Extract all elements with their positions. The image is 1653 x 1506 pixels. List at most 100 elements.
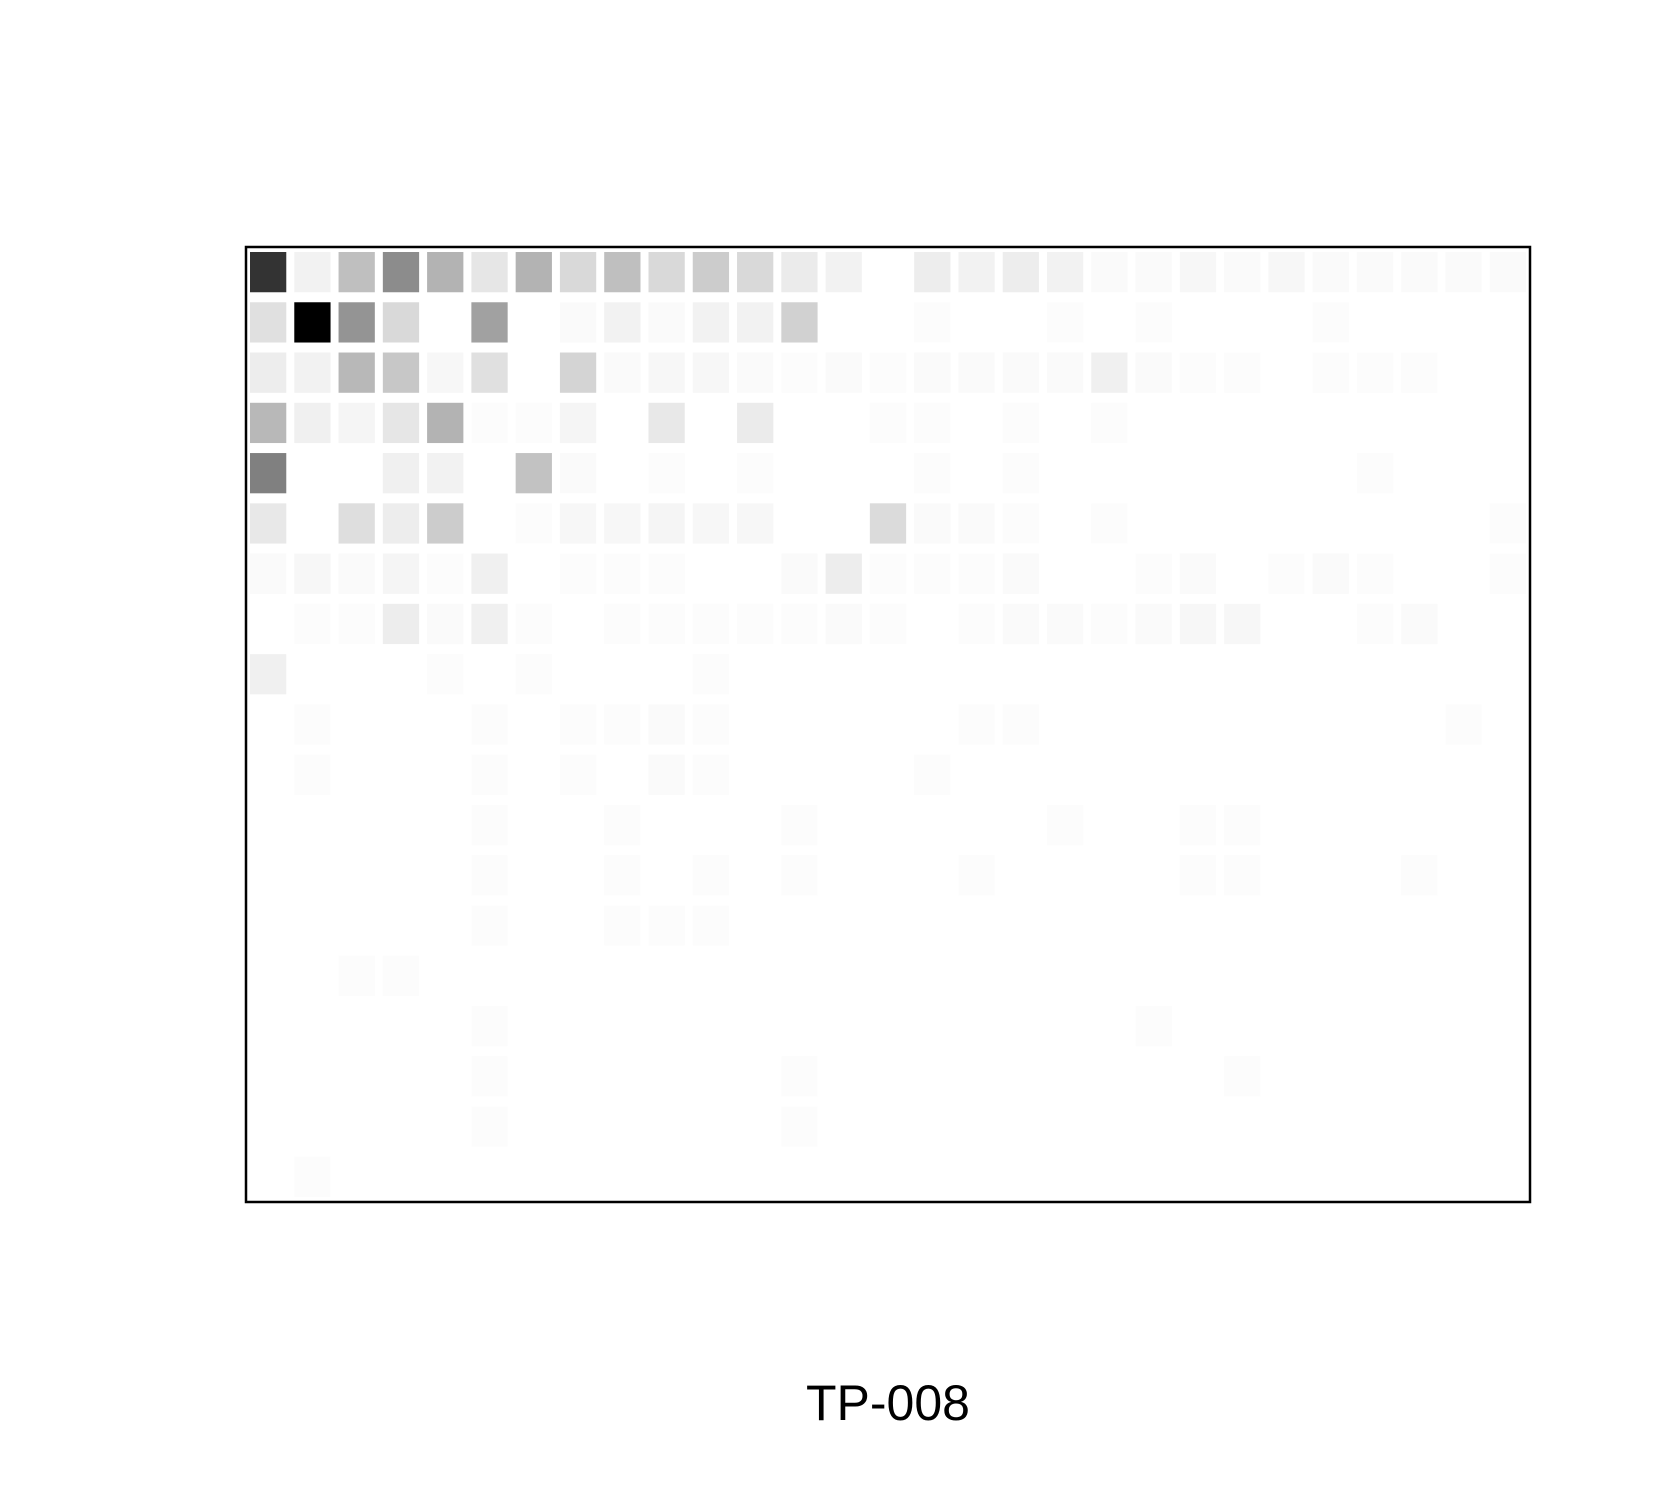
heatmap-cell-r2-c11 xyxy=(692,302,730,343)
heatmap-cell-r8-c3 xyxy=(338,603,375,645)
heatmap-cell-r8-c20 xyxy=(1091,603,1128,645)
heatmap-cell-r18-c6 xyxy=(471,1106,508,1147)
heatmap-cell-r16-c6 xyxy=(471,1005,508,1047)
heatmap-cell-r8-c21 xyxy=(1135,603,1172,645)
heatmap-cell-r2-c9 xyxy=(604,302,641,343)
heatmap-cell-r3-c17 xyxy=(958,352,995,393)
heatmap-cell-r8-c17 xyxy=(958,603,995,645)
heatmap-cell-r7-c4 xyxy=(382,553,420,594)
heatmap-cell-r3-c23 xyxy=(1224,352,1261,393)
heatmap-cell-r1-c29 xyxy=(1489,252,1526,293)
heatmap-cell-r12-c22 xyxy=(1179,804,1217,846)
heatmap-cell-r15-c3 xyxy=(338,955,375,996)
heatmap-cell-r8-c9 xyxy=(604,603,641,645)
heatmap-cell-r13-c13 xyxy=(781,855,818,896)
heatmap-cell-r13-c27 xyxy=(1401,855,1438,896)
heatmap-cell-r5-c1 xyxy=(250,453,287,494)
heatmap-cell-r1-c20 xyxy=(1091,252,1128,293)
heatmap-cell-r12-c6 xyxy=(471,804,508,846)
heatmap-cell-r6-c7 xyxy=(515,503,552,544)
heatmap-cell-r7-c5 xyxy=(427,553,464,594)
heatmap-cell-r7-c14 xyxy=(825,553,862,594)
heatmap-cell-r11-c8 xyxy=(559,754,597,795)
heatmap-cell-r3-c1 xyxy=(250,352,287,393)
heatmap-cell-r11-c10 xyxy=(648,754,685,795)
heatmap-cell-r6-c9 xyxy=(604,503,641,544)
heatmap-cell-r10-c2 xyxy=(294,704,331,745)
heatmap-cell-r11-c2 xyxy=(294,754,331,795)
heatmap-cell-r6-c4 xyxy=(382,503,420,544)
heatmap-cell-r7-c21 xyxy=(1135,553,1172,594)
heatmap-cell-r3-c20 xyxy=(1091,352,1128,393)
heatmap-cell-r9-c5 xyxy=(427,654,464,695)
heatmap-cell-r4-c3 xyxy=(338,402,375,444)
heatmap-cell-r1-c3 xyxy=(338,252,375,293)
heatmap-cell-r1-c14 xyxy=(825,252,862,293)
heatmap-cell-r8-c19 xyxy=(1046,603,1084,645)
heatmap-cell-r3-c25 xyxy=(1312,352,1349,393)
heatmap-cell-r9-c1 xyxy=(250,654,287,695)
heatmap-cell-r3-c12 xyxy=(737,352,774,393)
heatmap-cell-r1-c11 xyxy=(692,252,730,293)
heatmap-cell-r2-c1 xyxy=(250,302,287,343)
heatmap-cell-r12-c23 xyxy=(1224,804,1261,846)
heatmap-cell-r3-c4 xyxy=(382,352,420,393)
heatmap-cell-r13-c6 xyxy=(471,855,508,896)
heatmap-cell-r4-c18 xyxy=(1002,402,1039,444)
heatmap-cell-r3-c3 xyxy=(338,352,375,393)
heatmap-cell-r4-c1 xyxy=(250,402,287,444)
heatmap-cell-r1-c1 xyxy=(250,252,287,293)
heatmap-cell-r12-c19 xyxy=(1046,804,1084,846)
heatmap-cell-r8-c7 xyxy=(515,603,552,645)
heatmap-cell-r5-c16 xyxy=(914,453,951,494)
heatmap-cell-r4-c6 xyxy=(471,402,508,444)
heatmap-cell-r1-c6 xyxy=(471,252,508,293)
heatmap-cell-r7-c2 xyxy=(294,553,331,594)
heatmap-cell-r2-c25 xyxy=(1312,302,1349,343)
heatmap-cell-r3-c10 xyxy=(648,352,685,393)
heatmap-cell-r1-c22 xyxy=(1179,252,1217,293)
heatmap-cell-r8-c4 xyxy=(382,603,420,645)
heatmap-cell-r3-c21 xyxy=(1135,352,1172,393)
heatmap-cell-r7-c24 xyxy=(1268,553,1305,594)
heatmap-cell-r8-c15 xyxy=(869,603,907,645)
heatmap-cell-r8-c14 xyxy=(825,603,862,645)
heatmap-cell-r8-c22 xyxy=(1179,603,1217,645)
heatmap-cell-r2-c12 xyxy=(737,302,774,343)
plot-frame xyxy=(244,245,1532,1204)
heatmap-cell-r8-c10 xyxy=(648,603,685,645)
heatmap-cell-r3-c15 xyxy=(869,352,907,393)
heatmap-cell-r6-c15 xyxy=(869,503,907,544)
heatmap-cell-r13-c9 xyxy=(604,855,641,896)
heatmap-cell-r13-c11 xyxy=(692,855,730,896)
heatmap-cell-r17-c23 xyxy=(1224,1056,1261,1097)
heatmap-cell-r8-c6 xyxy=(471,603,508,645)
heatmap-cell-r11-c11 xyxy=(692,754,730,795)
heatmap-cell-r12-c13 xyxy=(781,804,818,846)
heatmap-cell-r7-c6 xyxy=(471,553,508,594)
heatmap-cell-r2-c13 xyxy=(781,302,818,343)
heatmap-cell-r5-c18 xyxy=(1002,453,1039,494)
heatmap-cell-r2-c21 xyxy=(1135,302,1172,343)
heatmap-cell-r6-c18 xyxy=(1002,503,1039,544)
heatmap-cell-r7-c18 xyxy=(1002,553,1039,594)
heatmap-cell-r5-c8 xyxy=(559,453,597,494)
heatmap-cell-r2-c3 xyxy=(338,302,375,343)
heatmap-cell-r17-c6 xyxy=(471,1056,508,1097)
heatmap-cell-r4-c12 xyxy=(737,402,774,444)
heatmap-cell-r1-c17 xyxy=(958,252,995,293)
heatmap-cell-r9-c11 xyxy=(692,654,730,695)
heatmap-cell-r6-c29 xyxy=(1489,503,1526,544)
heatmap-cell-r4-c8 xyxy=(559,402,597,444)
heatmap-cell-r5-c5 xyxy=(427,453,464,494)
heatmap-cell-r14-c11 xyxy=(692,905,730,946)
heatmap-cell-r8-c11 xyxy=(692,603,730,645)
heatmap-cell-r8-c23 xyxy=(1224,603,1261,645)
heatmap-cell-r3-c19 xyxy=(1046,352,1084,393)
heatmap-cell-r18-c13 xyxy=(781,1106,818,1147)
heatmap-cell-r3-c22 xyxy=(1179,352,1217,393)
heatmap-cell-r6-c11 xyxy=(692,503,730,544)
heatmap-cell-r1-c2 xyxy=(294,252,331,293)
heatmap-cell-r4-c2 xyxy=(294,402,331,444)
